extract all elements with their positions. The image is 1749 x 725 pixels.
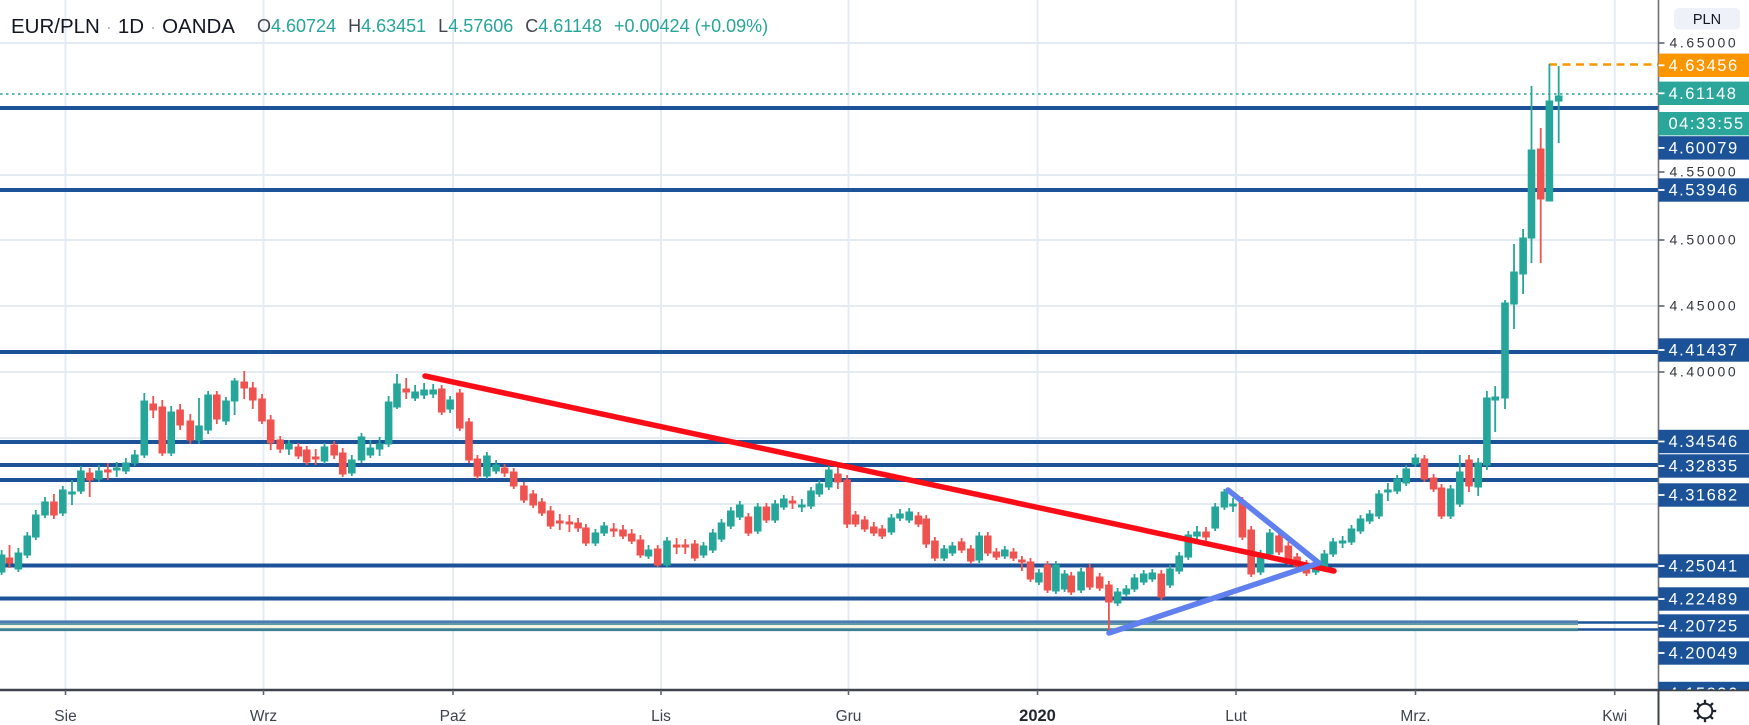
svg-text:4.53946: 4.53946 xyxy=(1669,182,1739,200)
svg-text:4.15836: 4.15836 xyxy=(1669,685,1739,703)
svg-text:Gru: Gru xyxy=(836,708,862,725)
svg-text:Lis: Lis xyxy=(651,708,671,725)
svg-text:4.45000: 4.45000 xyxy=(1670,298,1739,314)
svg-text:Mrz.: Mrz. xyxy=(1400,708,1430,725)
svg-text:4.20049: 4.20049 xyxy=(1669,645,1739,663)
svg-text:2020: 2020 xyxy=(1019,707,1056,725)
svg-text:PLN: PLN xyxy=(1693,12,1721,28)
svg-text:4.25041: 4.25041 xyxy=(1669,558,1739,576)
svg-text:Lut: Lut xyxy=(1225,708,1247,725)
svg-text:4.34546: 4.34546 xyxy=(1669,433,1739,451)
svg-text:4.60079: 4.60079 xyxy=(1669,139,1739,157)
svg-text:4.41437: 4.41437 xyxy=(1669,342,1739,360)
svg-text:4.55000: 4.55000 xyxy=(1670,164,1739,180)
svg-text:4.63456: 4.63456 xyxy=(1669,57,1739,75)
svg-text:04:33:55: 04:33:55 xyxy=(1669,115,1745,133)
svg-text:EUR/PLN·1D·OANDA: EUR/PLN · 1D · OANDA xyxy=(11,15,235,38)
svg-text:Paź: Paź xyxy=(440,708,467,725)
svg-text:4.40000: 4.40000 xyxy=(1670,364,1739,380)
svg-text:4.20725: 4.20725 xyxy=(1669,618,1739,636)
svg-text:4.32835: 4.32835 xyxy=(1669,458,1739,476)
svg-text:4.65000: 4.65000 xyxy=(1670,35,1739,51)
svg-text:4.31682: 4.31682 xyxy=(1669,487,1739,505)
svg-text:4.22489: 4.22489 xyxy=(1669,591,1739,609)
svg-text:4.61148: 4.61148 xyxy=(1669,85,1738,103)
svg-text:Sie: Sie xyxy=(54,708,76,725)
svg-text:4.50000: 4.50000 xyxy=(1670,232,1739,248)
svg-text:Wrz: Wrz xyxy=(250,708,277,725)
svg-text:Kwi: Kwi xyxy=(1602,708,1627,725)
